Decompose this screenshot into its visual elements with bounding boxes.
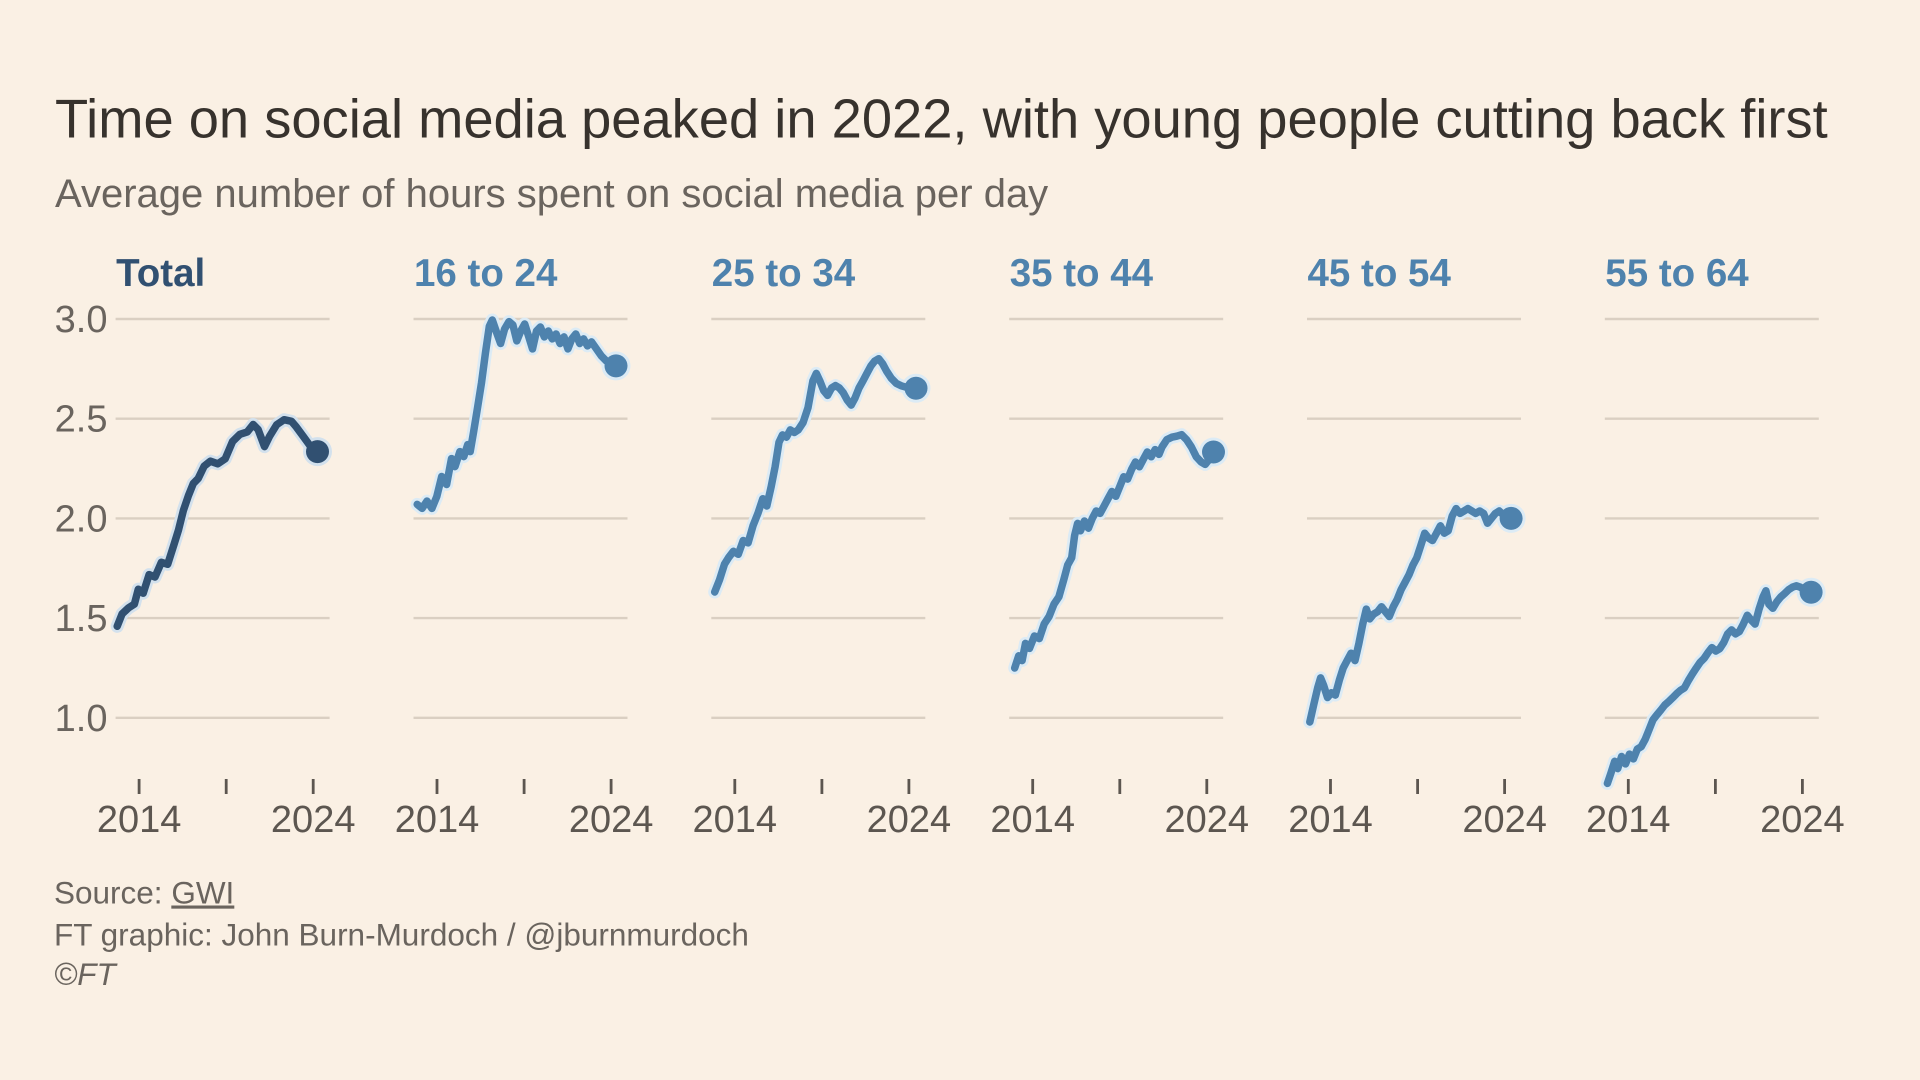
svg-text:2014: 2014 [395,799,480,841]
svg-text:Source: GWI: Source: GWI [54,875,234,911]
svg-text:3.0: 3.0 [55,299,108,341]
svg-text:FT graphic: John Burn-Murdoch: FT graphic: John Burn-Murdoch / @jburnmu… [54,917,749,953]
svg-text:2014: 2014 [693,799,778,841]
svg-text:Average number of hours spent: Average number of hours spent on social … [55,172,1048,216]
svg-text:2014: 2014 [990,799,1075,841]
svg-text:2.5: 2.5 [55,399,108,441]
svg-text:2024: 2024 [1760,799,1845,841]
svg-text:©FT: ©FT [54,956,118,992]
svg-text:1.0: 1.0 [55,698,108,740]
svg-text:2014: 2014 [97,799,182,841]
svg-text:45 to 54: 45 to 54 [1308,252,1452,295]
svg-text:35 to 44: 35 to 44 [1010,252,1154,295]
svg-text:Total: Total [116,252,205,295]
svg-text:2.0: 2.0 [55,498,108,540]
svg-text:2014: 2014 [1288,799,1373,841]
svg-text:Time on social media peaked in: Time on social media peaked in 2022, wit… [55,89,1828,150]
svg-text:2024: 2024 [867,799,952,841]
svg-text:2024: 2024 [271,799,356,841]
svg-text:55 to 64: 55 to 64 [1605,252,1749,295]
svg-text:16 to 24: 16 to 24 [414,252,558,295]
svg-text:2014: 2014 [1586,799,1671,841]
svg-text:1.5: 1.5 [55,598,108,640]
svg-text:2024: 2024 [1462,799,1547,841]
svg-text:2024: 2024 [569,799,654,841]
svg-text:25 to 34: 25 to 34 [712,252,856,295]
svg-text:2024: 2024 [1165,799,1250,841]
